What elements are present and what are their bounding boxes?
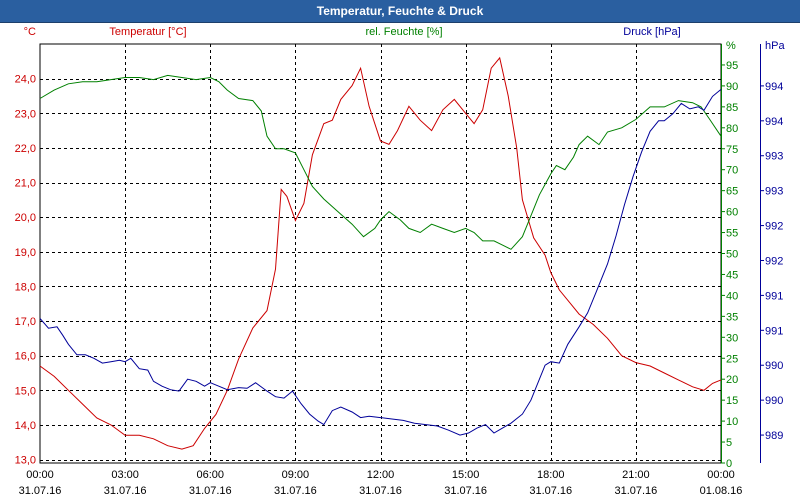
pressure-tick-label: 992 — [765, 255, 783, 267]
humidity-axis-unit: % — [726, 40, 736, 52]
temperature-axis-title: Temperatur [°C] — [109, 26, 186, 38]
x-tick-time-label: 06:00 — [196, 469, 224, 481]
humidity-tick-label: 30 — [726, 332, 738, 344]
humidity-tick-label: 55 — [726, 228, 738, 240]
plot-frame — [39, 43, 722, 464]
x-tick-time-label: 00:00 — [707, 469, 735, 481]
pressure-tick-label: 992 — [765, 221, 783, 233]
temperature-tick-label: 16,0 — [15, 351, 36, 363]
x-tick-time-label: 21:00 — [622, 469, 650, 481]
humidity-tick-label: 90 — [726, 81, 738, 93]
x-tick-time-label: 03:00 — [111, 469, 139, 481]
humidity-tick-label: 70 — [726, 165, 738, 177]
temperature-axis-unit: °C — [24, 26, 36, 38]
humidity-tick-label: 20 — [726, 374, 738, 386]
humidity-tick-label: 75 — [726, 144, 738, 156]
x-tick-time-label: 09:00 — [282, 469, 310, 481]
humidity-tick-label: 40 — [726, 290, 738, 302]
pressure-tick-label: 989 — [765, 430, 783, 442]
humidity-tick-label: 45 — [726, 269, 738, 281]
window-title: Temperatur, Feuchte & Druck — [316, 4, 484, 18]
temperature-tick-label: 17,0 — [15, 316, 36, 328]
pressure-tick-label: 990 — [765, 395, 783, 407]
pressure-axis-title: Druck [hPa] — [623, 26, 680, 38]
humidity-tick-label: 95 — [726, 60, 738, 72]
x-tick-date-label: 31.07.16 — [189, 485, 232, 497]
humidity-tick-label: 50 — [726, 249, 738, 261]
x-tick-date-label: 01.08.16 — [700, 485, 743, 497]
pressure-tick-label: 991 — [765, 325, 783, 337]
temperature-tick-label: 14,0 — [15, 420, 36, 432]
humidity-tick-label: 5 — [726, 437, 732, 449]
x-tick-date-label: 31.07.16 — [274, 485, 317, 497]
temperature-tick-label: 15,0 — [15, 385, 36, 397]
humidity-tick-label: 80 — [726, 123, 738, 135]
humidity-tick-label: 60 — [726, 207, 738, 219]
x-tick-date-label: 31.07.16 — [614, 485, 657, 497]
x-tick-date-label: 31.07.16 — [104, 485, 147, 497]
window-titlebar: Temperatur, Feuchte & Druck — [0, 0, 800, 23]
pressure-tick-label: 993 — [765, 151, 783, 163]
humidity-tick-label: 65 — [726, 186, 738, 198]
humidity-tick-label: 10 — [726, 416, 738, 428]
x-tick-time-label: 12:00 — [367, 469, 395, 481]
temperature-tick-label: 19,0 — [15, 247, 36, 259]
temperature-tick-label: 21,0 — [15, 178, 36, 190]
temperature-tick-label: 22,0 — [15, 143, 36, 155]
series-line-pressure — [39, 89, 722, 436]
gridlines — [40, 44, 721, 463]
humidity-tick-label: 35 — [726, 311, 738, 323]
x-tick-date-label: 31.07.16 — [529, 485, 572, 497]
x-tick-date-label: 31.07.16 — [19, 485, 62, 497]
x-tick-date-label: 31.07.16 — [359, 485, 402, 497]
x-tick-time-label: 00:00 — [26, 469, 54, 481]
series-line-temperature — [39, 56, 722, 450]
x-tick-time-label: 15:00 — [452, 469, 480, 481]
series-line-humidity — [39, 74, 722, 250]
temperature-tick-label: 18,0 — [15, 281, 36, 293]
x-tick-time-label: 18:00 — [537, 469, 565, 481]
pressure-tick-label: 994 — [765, 116, 783, 128]
temperature-tick-label: 24,0 — [15, 74, 36, 86]
humidity-tick-label: 0 — [726, 458, 732, 470]
chart-area: 13,0 14,0 15,0 16,0 17,0 18,0 19,0 20,0 21,0 22,0… — [15, 26, 786, 497]
humidity-tick-label: 25 — [726, 353, 738, 365]
temperature-tick-label: 20,0 — [15, 212, 36, 224]
humidity-tick-label: 85 — [726, 102, 738, 114]
humidity-axis-title: rel. Feuchte [%] — [365, 26, 442, 38]
humidity-tick-label: 15 — [726, 395, 738, 407]
pressure-axis-unit: hPa — [765, 40, 785, 52]
pressure-tick-label: 990 — [765, 360, 783, 372]
pressure-tick-label: 991 — [765, 290, 783, 302]
pressure-tick-label: 994 — [765, 81, 783, 93]
pressure-tick-label: 993 — [765, 186, 783, 198]
temperature-tick-label: 23,0 — [15, 108, 36, 120]
x-tick-date-label: 31.07.16 — [444, 485, 487, 497]
temperature-tick-label: 13,0 — [15, 455, 36, 467]
